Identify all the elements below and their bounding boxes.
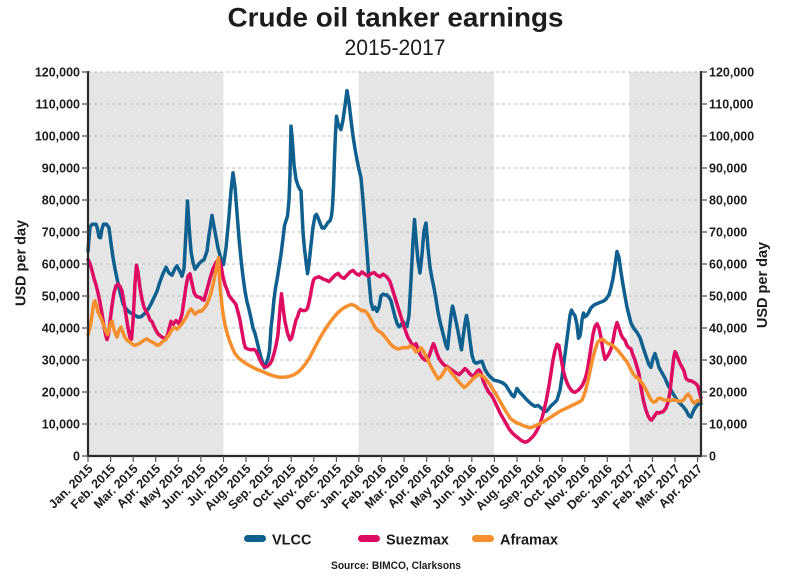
svg-text:50,000: 50,000 [42,290,80,304]
svg-text:70,000: 70,000 [709,226,747,240]
svg-text:90,000: 90,000 [709,162,747,176]
svg-text:40,000: 40,000 [42,322,80,336]
svg-text:30,000: 30,000 [709,354,747,368]
svg-text:30,000: 30,000 [42,354,80,368]
svg-text:Source: BIMCO, Clarksons: Source: BIMCO, Clarksons [331,560,461,572]
svg-text:60,000: 60,000 [42,258,80,272]
svg-text:110,000: 110,000 [709,98,754,112]
svg-text:50,000: 50,000 [709,290,747,304]
svg-text:70,000: 70,000 [42,226,80,240]
svg-text:Suezmax: Suezmax [386,533,449,549]
svg-text:10,000: 10,000 [42,418,80,432]
svg-text:VLCC: VLCC [272,533,312,549]
svg-text:20,000: 20,000 [42,386,80,400]
svg-text:20,000: 20,000 [709,386,747,400]
svg-text:80,000: 80,000 [709,194,747,208]
svg-text:Aframax: Aframax [500,533,558,549]
svg-text:2015-2017: 2015-2017 [345,35,446,60]
svg-text:90,000: 90,000 [42,162,80,176]
svg-text:0: 0 [709,450,716,464]
svg-text:100,000: 100,000 [709,130,754,144]
svg-text:100,000: 100,000 [35,130,80,144]
svg-text:60,000: 60,000 [709,258,747,272]
svg-text:0: 0 [73,450,80,464]
svg-text:Crude oil tanker earnings: Crude oil tanker earnings [228,3,564,33]
svg-text:80,000: 80,000 [42,194,80,208]
svg-text:120,000: 120,000 [35,66,80,80]
svg-text:110,000: 110,000 [36,98,81,112]
svg-text:120,000: 120,000 [709,66,754,80]
svg-text:10,000: 10,000 [709,418,747,432]
svg-text:USD per day: USD per day [755,242,771,328]
svg-text:40,000: 40,000 [709,322,747,336]
svg-text:USD per day: USD per day [14,220,30,306]
